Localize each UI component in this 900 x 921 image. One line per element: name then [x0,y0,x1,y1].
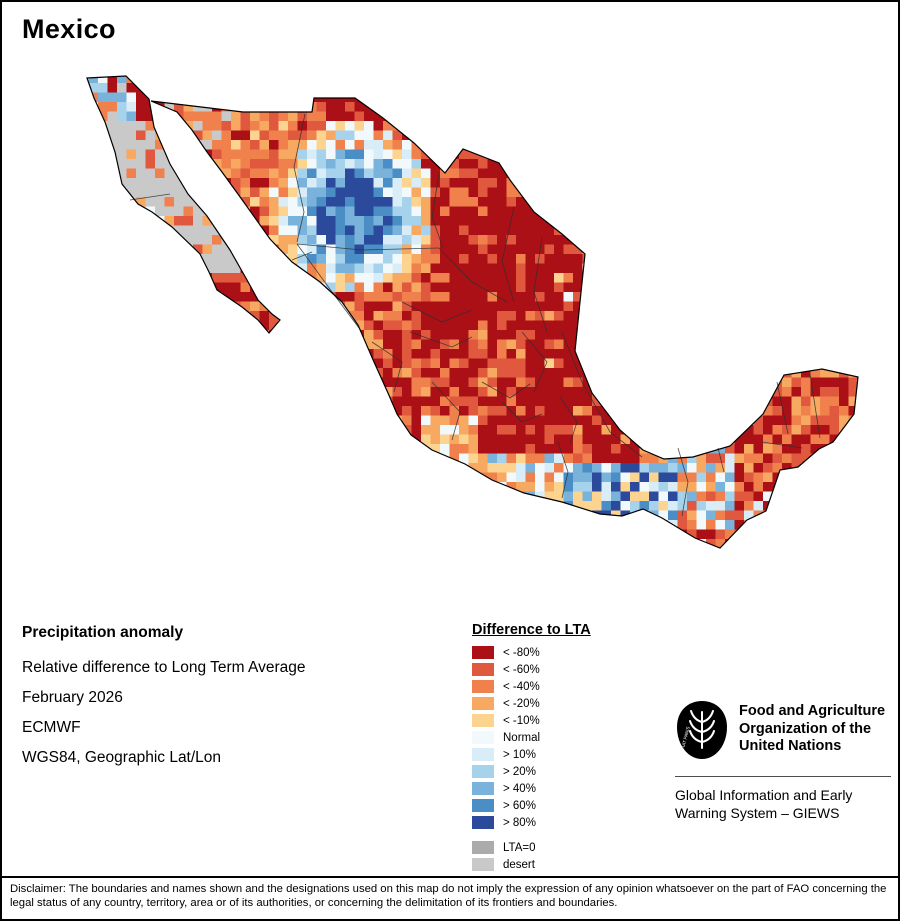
legend-label: Normal [503,731,541,744]
fao-logo-row: FIAT PANIS Food and Agriculture Organiza… [675,700,891,760]
legend-extra-items: LTA=0 desert [472,841,591,871]
map-description: Relative difference to Long Term Average [22,659,306,676]
legend-label: LTA=0 [503,841,536,854]
wheat-icon [689,710,715,749]
legend-row: < -80% [472,646,591,659]
legend-row: desert [472,858,591,871]
fao-name-line: Organization of the [739,720,872,737]
mexico-precipitation-map [86,75,859,549]
legend-label: > 40% [503,782,536,795]
legend-row: Normal [472,731,591,744]
legend-swatch [472,858,494,871]
legend-row: > 10% [472,748,591,761]
legend-swatch [472,765,494,778]
raster-cells [88,76,858,548]
legend-swatch [472,748,494,761]
legend-swatch [472,697,494,710]
legend-swatch [472,799,494,812]
legend: Difference to LTA < -80% < -60% < -40% < -2… [472,622,591,875]
legend-row: LTA=0 [472,841,591,854]
projection-info: WGS84, Geographic Lat/Lon [22,749,222,766]
legend-label: < -10% [503,714,540,727]
map-date: February 2026 [22,689,123,706]
legend-title: Difference to LTA [472,622,591,638]
fao-motto: FIAT PANIS [680,726,691,750]
legend-row: > 20% [472,765,591,778]
legend-label: < -20% [503,697,540,710]
giews-line: Global Information and Early [675,787,853,803]
legend-items: < -80% < -60% < -40% < -20% < -10% Normal > 10… [472,646,591,829]
legend-swatch [472,714,494,727]
legend-row: < -40% [472,680,591,693]
legend-swatch [472,646,494,659]
fao-logo-icon: FIAT PANIS [677,701,727,759]
legend-swatch [472,663,494,676]
legend-label: > 10% [503,748,536,761]
legend-label: < -40% [503,680,540,693]
legend-swatch [472,841,494,854]
legend-swatch [472,816,494,829]
legend-row: < -20% [472,697,591,710]
legend-swatch [472,782,494,795]
legend-row: < -60% [472,663,591,676]
fao-branding: FIAT PANIS Food and Agriculture Organiza… [675,700,891,822]
fao-divider [675,776,891,777]
legend-label: < -60% [503,663,540,676]
legend-label: < -80% [503,646,540,659]
map-info-block: Precipitation anomaly Relative differenc… [22,624,306,779]
disclaimer: Disclaimer: The boundaries and names sho… [2,876,898,919]
country-outline [86,75,859,549]
giews-label: Global Information and Early Warning Sys… [675,786,891,822]
page-title: Mexico [22,14,116,44]
legend-swatch [472,731,494,744]
legend-row: > 80% [472,816,591,829]
legend-label: desert [503,858,535,871]
fao-name-line: Food and Agriculture [739,703,886,719]
legend-label: > 60% [503,799,536,812]
fao-name-line: United Nations [739,738,842,754]
state-boundaries [129,113,821,517]
legend-row: < -10% [472,714,591,727]
legend-swatch [472,680,494,693]
giews-line: Warning System – GIEWS [675,805,840,821]
map-subtitle: Precipitation anomaly [22,624,184,641]
legend-row: > 60% [472,799,591,812]
legend-label: > 80% [503,816,536,829]
legend-row: > 40% [472,782,591,795]
legend-label: > 20% [503,765,536,778]
data-source: ECMWF [22,719,81,736]
fao-organization-name: Food and Agriculture Organization of the… [739,700,885,756]
